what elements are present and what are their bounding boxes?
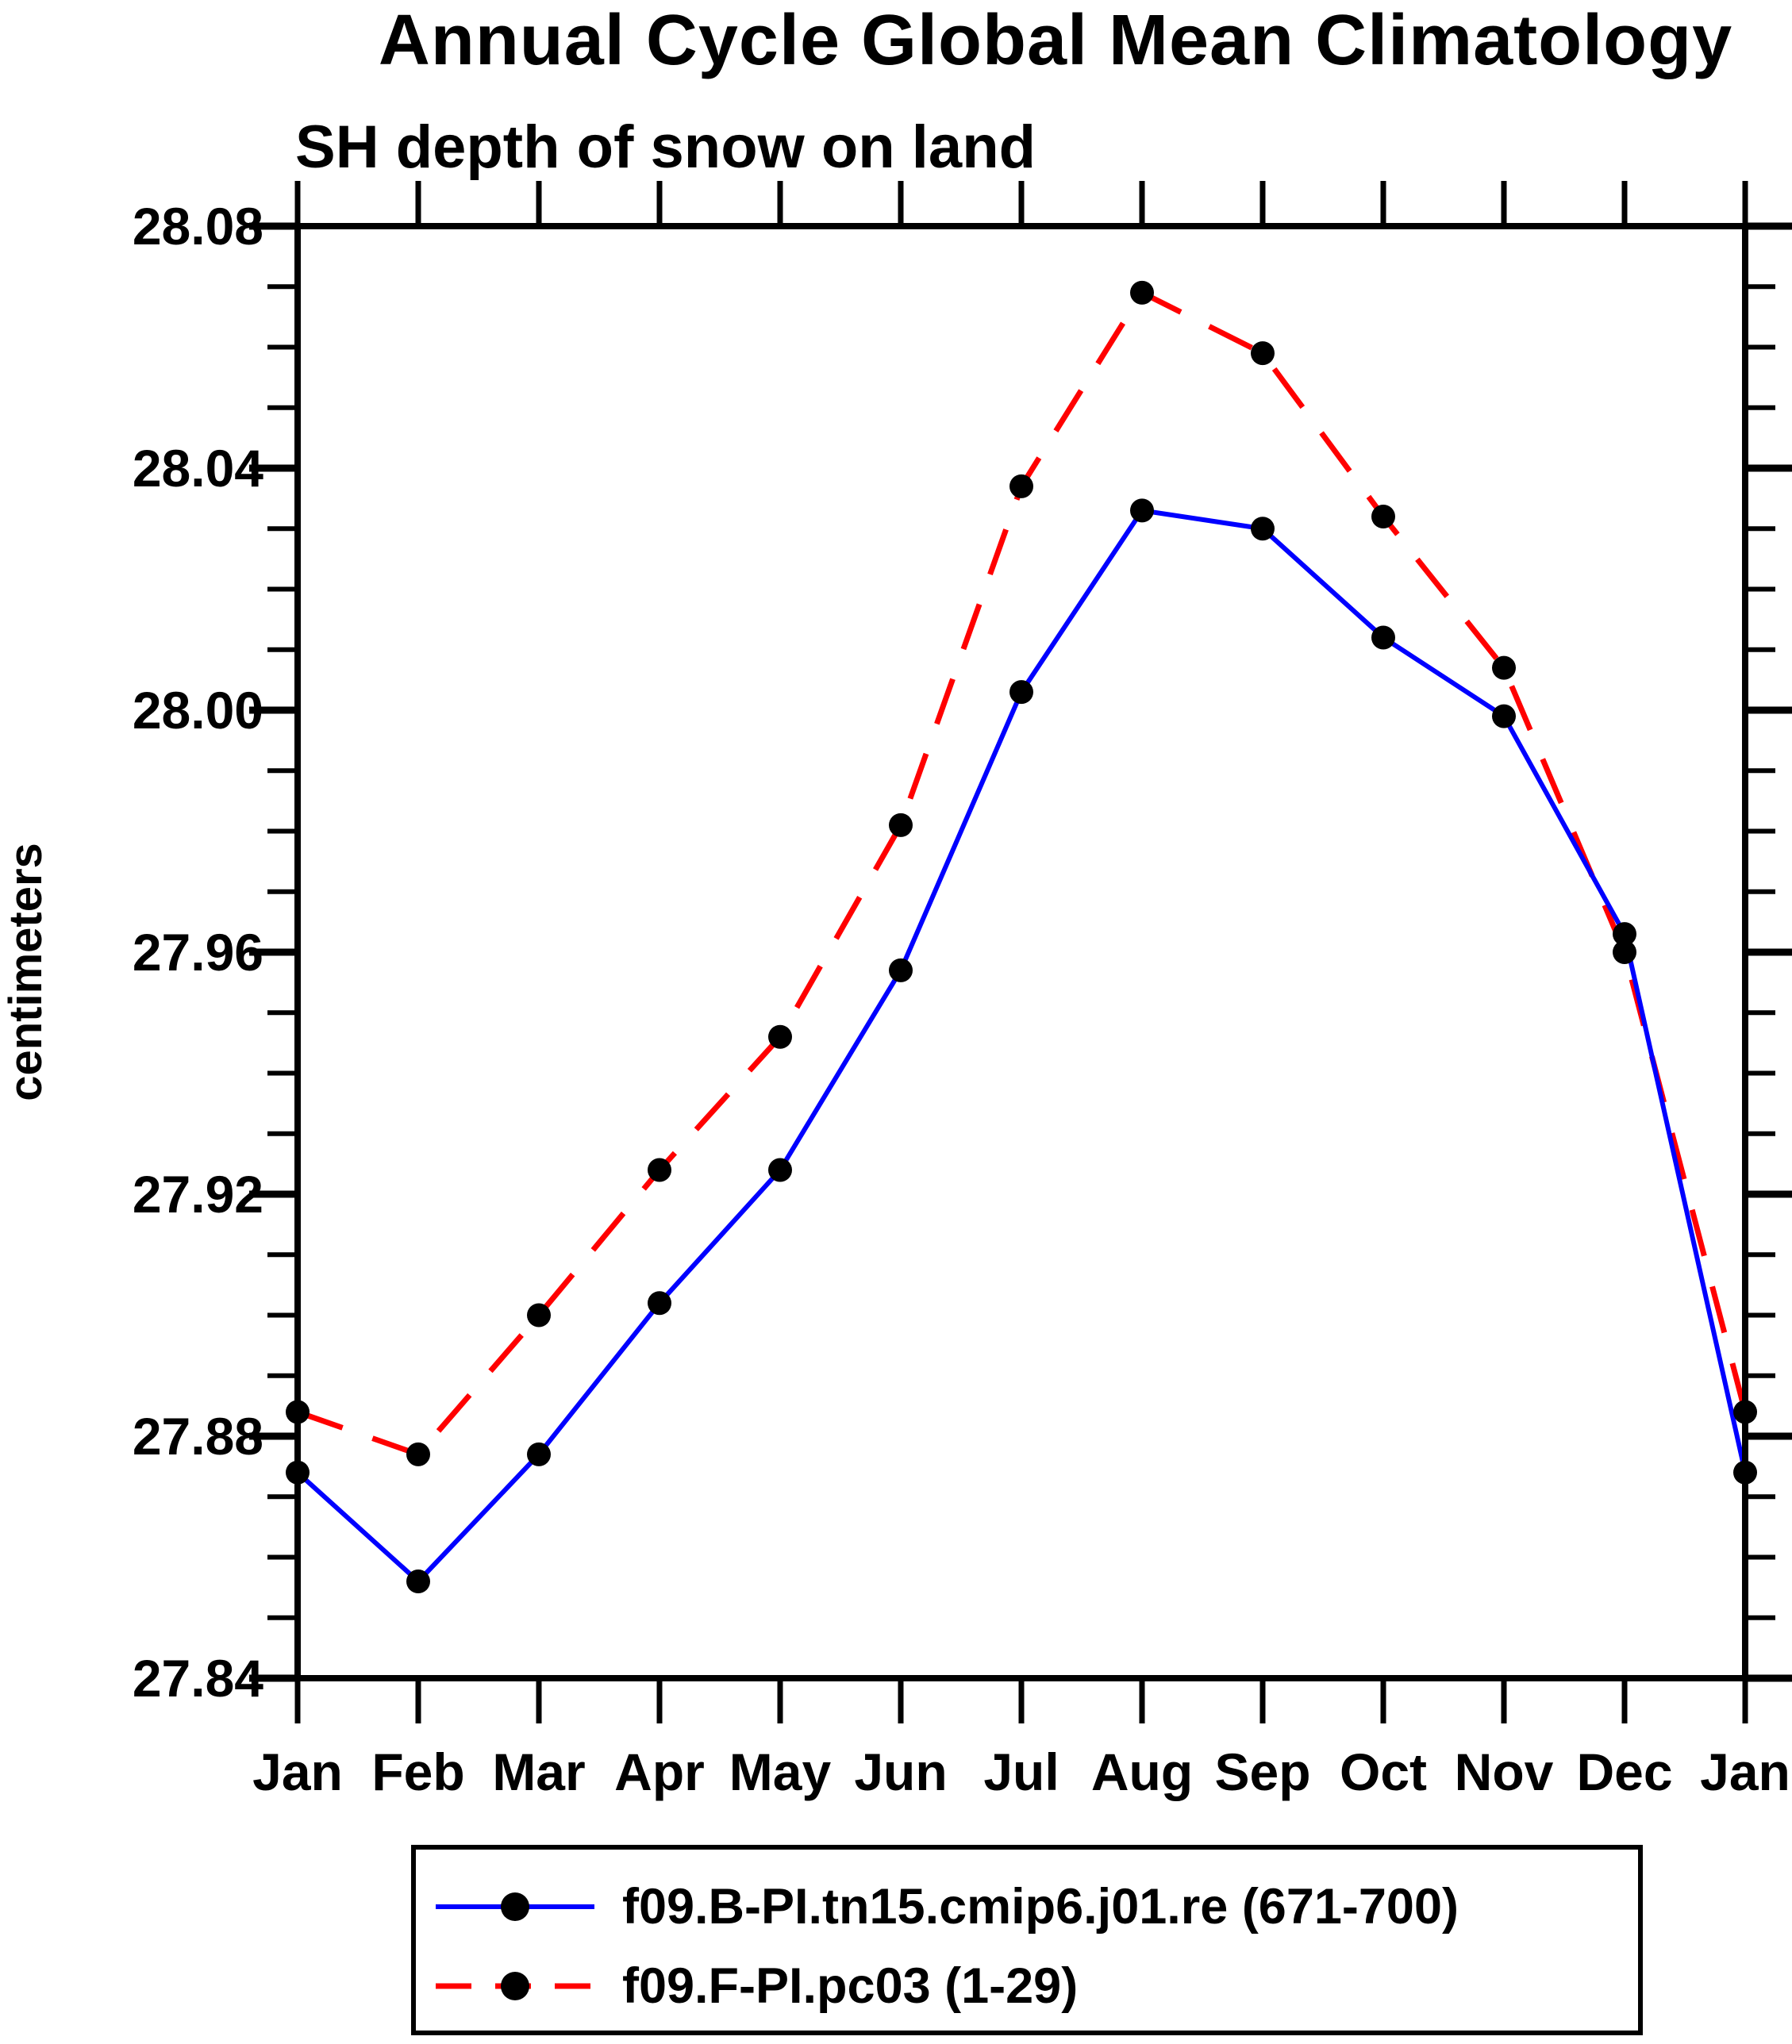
x-tick-label: Jun xyxy=(854,1742,947,1801)
x-tick-label: Aug xyxy=(1091,1742,1193,1801)
legend-label: f09.B-PI.tn15.cmip6.j01.re (671-700) xyxy=(622,1879,1459,1934)
data-point xyxy=(889,813,913,837)
legend-sample-solid-line xyxy=(436,1892,594,1921)
y-tick-label: 27.92 xyxy=(133,1165,263,1224)
y-tick-label: 27.84 xyxy=(133,1649,263,1708)
data-point xyxy=(1613,940,1636,964)
y-tick-label: 27.88 xyxy=(133,1407,263,1466)
y-axis-title: centimeters xyxy=(0,843,52,1101)
series-line-1 xyxy=(296,289,1748,1458)
x-tick-label: Jan xyxy=(1700,1742,1790,1801)
data-point xyxy=(648,1291,671,1316)
x-tick-label: Apr xyxy=(614,1742,705,1801)
data-point xyxy=(1251,341,1275,366)
x-tick-label: Sep xyxy=(1214,1742,1310,1801)
legend-marker-dot xyxy=(501,1972,529,2000)
data-point xyxy=(1492,655,1516,680)
data-point xyxy=(1251,517,1275,541)
x-tick-label: Nov xyxy=(1455,1742,1554,1801)
legend: f09.B-PI.tn15.cmip6.j01.re (671-700) f09… xyxy=(411,1845,1643,2035)
data-point xyxy=(889,958,913,982)
chart-title: Annual Cycle Global Mean Climatology xyxy=(378,1,1733,80)
legend-sample-dashed-line xyxy=(436,1972,594,2000)
legend-item: f09.B-PI.tn15.cmip6.j01.re (671-700) xyxy=(416,1867,1638,1946)
data-point xyxy=(768,1024,792,1049)
data-point xyxy=(406,1570,430,1593)
series-markers xyxy=(286,280,1757,1593)
y-tick-label: 28.00 xyxy=(133,681,263,740)
data-point xyxy=(1009,680,1033,705)
y-axis-ticks xyxy=(249,222,1792,1682)
legend-marker-dot xyxy=(501,1892,529,1921)
x-tick-label: Feb xyxy=(371,1742,464,1801)
data-point xyxy=(1371,505,1395,528)
data-point xyxy=(406,1442,430,1466)
data-point xyxy=(527,1442,551,1466)
data-point xyxy=(1130,280,1154,305)
data-point xyxy=(527,1303,551,1327)
data-point xyxy=(768,1158,792,1182)
y-tick-label: 28.08 xyxy=(133,197,263,256)
data-point xyxy=(1371,625,1395,650)
legend-item: f09.F-PI.pc03 (1-29) xyxy=(416,1946,1638,2026)
plot-frame xyxy=(294,223,1748,1681)
x-tick-label: May xyxy=(729,1742,832,1801)
data-point xyxy=(1130,498,1154,523)
y-axis-labels: 28.08 28.04 28.00 27.96 27.92 27.88 27.84 xyxy=(133,197,263,1708)
y-tick-label: 27.96 xyxy=(133,923,263,982)
data-point xyxy=(1613,922,1636,947)
x-tick-label: Jul xyxy=(983,1742,1059,1801)
x-axis-ticks xyxy=(294,181,1748,1723)
x-tick-label: Oct xyxy=(1340,1742,1427,1801)
x-tick-label: Dec xyxy=(1576,1742,1672,1801)
legend-label: f09.F-PI.pc03 (1-29) xyxy=(622,1958,1079,2014)
y-tick-label: 28.04 xyxy=(133,439,263,498)
chart-subtitle: SH depth of snow on land xyxy=(295,113,1036,181)
series-line-0 xyxy=(295,508,1748,1585)
data-point xyxy=(1492,704,1516,728)
data-point xyxy=(648,1158,671,1182)
x-axis-labels: Jan Feb Mar Apr May Jun Jul Aug Sep Oct Nov Dec Jan xyxy=(252,1742,1790,1801)
x-tick-label: Jan xyxy=(252,1742,343,1801)
data-point xyxy=(1009,474,1033,498)
x-tick-label: Mar xyxy=(492,1742,585,1801)
